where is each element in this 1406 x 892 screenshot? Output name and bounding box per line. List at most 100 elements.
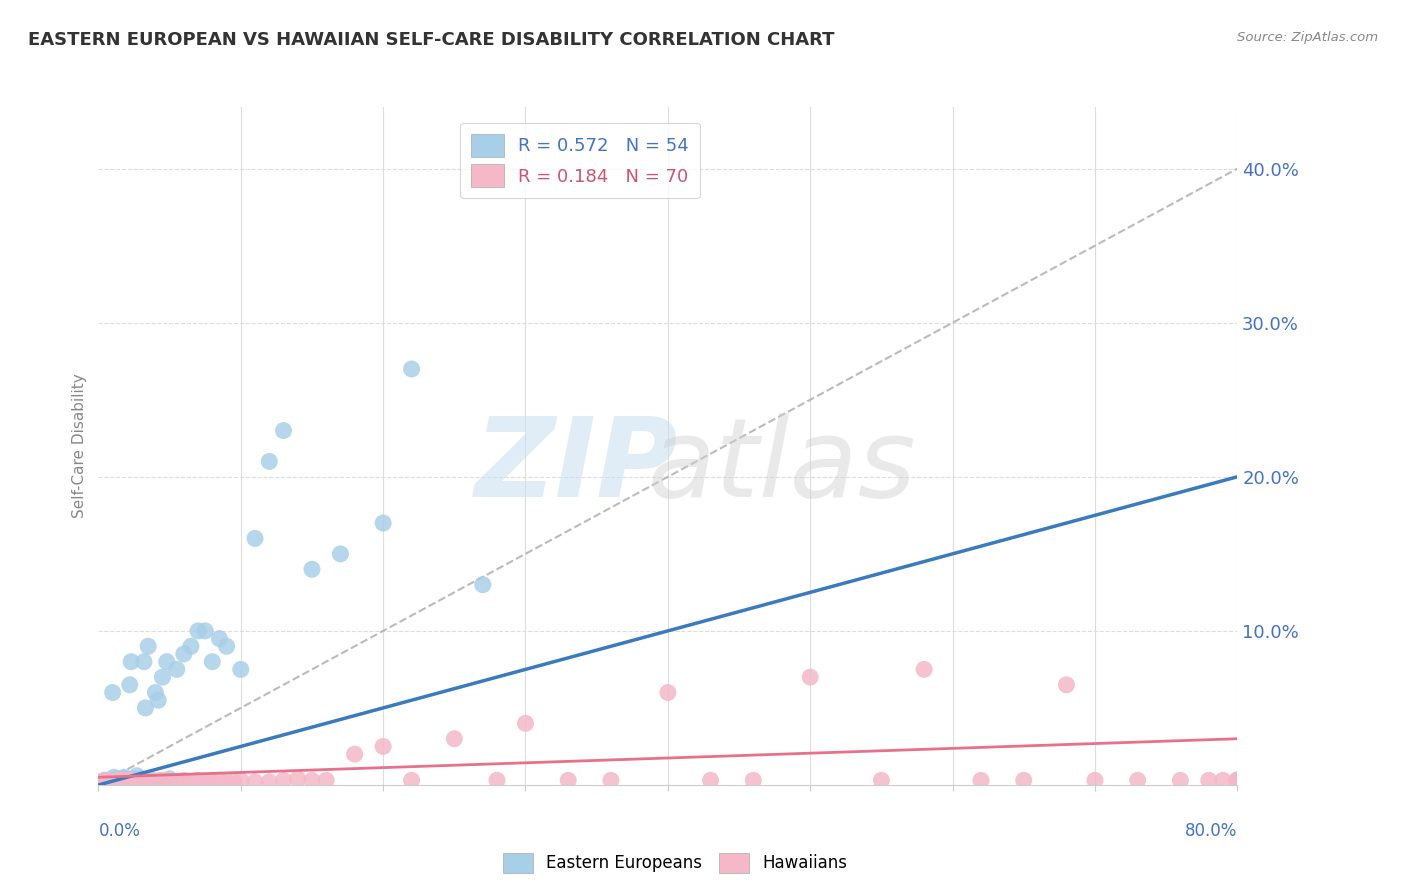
- Point: [1084, 773, 1107, 788]
- Point: [118, 678, 141, 692]
- Point: [136, 640, 159, 654]
- Point: [243, 532, 266, 546]
- Point: [101, 773, 124, 788]
- Point: [149, 773, 172, 788]
- Point: [194, 775, 217, 789]
- Point: [1226, 773, 1249, 788]
- Point: [742, 773, 765, 788]
- Point: [105, 772, 128, 786]
- Point: [129, 775, 152, 789]
- Point: [471, 577, 494, 591]
- Point: [93, 773, 115, 788]
- Point: [912, 662, 935, 676]
- Point: [122, 775, 145, 789]
- Point: [120, 655, 142, 669]
- Point: [93, 775, 115, 789]
- Point: [118, 773, 141, 788]
- Point: [1226, 773, 1249, 788]
- Point: [108, 775, 131, 789]
- Point: [201, 775, 224, 789]
- Point: [180, 640, 202, 654]
- Point: [115, 773, 138, 788]
- Point: [343, 747, 366, 761]
- Point: [657, 685, 679, 699]
- Point: [215, 640, 238, 654]
- Point: [208, 632, 231, 646]
- Point: [1212, 773, 1234, 788]
- Point: [243, 775, 266, 789]
- Point: [125, 769, 148, 783]
- Point: [94, 773, 117, 788]
- Point: [141, 773, 163, 788]
- Point: [194, 624, 217, 638]
- Point: [273, 424, 295, 438]
- Point: [180, 775, 202, 789]
- Point: [215, 775, 238, 789]
- Text: 80.0%: 80.0%: [1185, 822, 1237, 840]
- Point: [148, 693, 170, 707]
- Point: [970, 773, 993, 788]
- Text: EASTERN EUROPEAN VS HAWAIIAN SELF-CARE DISABILITY CORRELATION CHART: EASTERN EUROPEAN VS HAWAIIAN SELF-CARE D…: [28, 31, 835, 49]
- Point: [141, 775, 163, 789]
- Text: Source: ZipAtlas.com: Source: ZipAtlas.com: [1237, 31, 1378, 45]
- Point: [870, 773, 893, 788]
- Point: [557, 773, 579, 788]
- Point: [112, 770, 135, 784]
- Point: [134, 701, 156, 715]
- Point: [229, 662, 252, 676]
- Point: [315, 773, 337, 788]
- Point: [98, 775, 121, 789]
- Point: [132, 655, 155, 669]
- Point: [101, 685, 124, 699]
- Point: [443, 731, 465, 746]
- Point: [208, 773, 231, 788]
- Point: [105, 773, 128, 788]
- Point: [122, 772, 145, 786]
- Point: [145, 775, 167, 789]
- Point: [125, 775, 148, 789]
- Point: [1226, 773, 1249, 788]
- Point: [132, 773, 155, 788]
- Point: [699, 773, 721, 788]
- Point: [104, 775, 127, 789]
- Point: [173, 773, 195, 788]
- Point: [94, 775, 117, 789]
- Point: [98, 775, 121, 789]
- Point: [108, 775, 131, 789]
- Point: [1226, 773, 1249, 788]
- Point: [1126, 773, 1149, 788]
- Legend: R = 0.572   N = 54, R = 0.184   N = 70: R = 0.572 N = 54, R = 0.184 N = 70: [461, 123, 700, 198]
- Point: [96, 775, 118, 789]
- Point: [145, 685, 167, 699]
- Point: [156, 655, 179, 669]
- Point: [94, 775, 117, 789]
- Legend: Eastern Europeans, Hawaiians: Eastern Europeans, Hawaiians: [496, 847, 853, 880]
- Point: [329, 547, 352, 561]
- Point: [129, 772, 152, 786]
- Point: [259, 775, 281, 789]
- Point: [90, 775, 112, 789]
- Point: [127, 773, 149, 788]
- Text: 0.0%: 0.0%: [98, 822, 141, 840]
- Point: [166, 775, 188, 789]
- Point: [187, 773, 209, 788]
- Point: [91, 775, 114, 789]
- Point: [152, 670, 174, 684]
- Point: [1012, 773, 1035, 788]
- Point: [1226, 773, 1249, 788]
- Point: [115, 772, 138, 786]
- Point: [173, 647, 195, 661]
- Point: [115, 775, 138, 789]
- Point: [159, 775, 181, 789]
- Point: [90, 775, 112, 789]
- Point: [112, 773, 135, 788]
- Point: [104, 773, 127, 788]
- Point: [373, 516, 395, 530]
- Point: [1198, 773, 1220, 788]
- Point: [1226, 773, 1249, 788]
- Point: [273, 773, 295, 788]
- Point: [301, 562, 323, 576]
- Point: [124, 773, 146, 788]
- Point: [114, 772, 136, 786]
- Text: atlas: atlas: [647, 413, 917, 520]
